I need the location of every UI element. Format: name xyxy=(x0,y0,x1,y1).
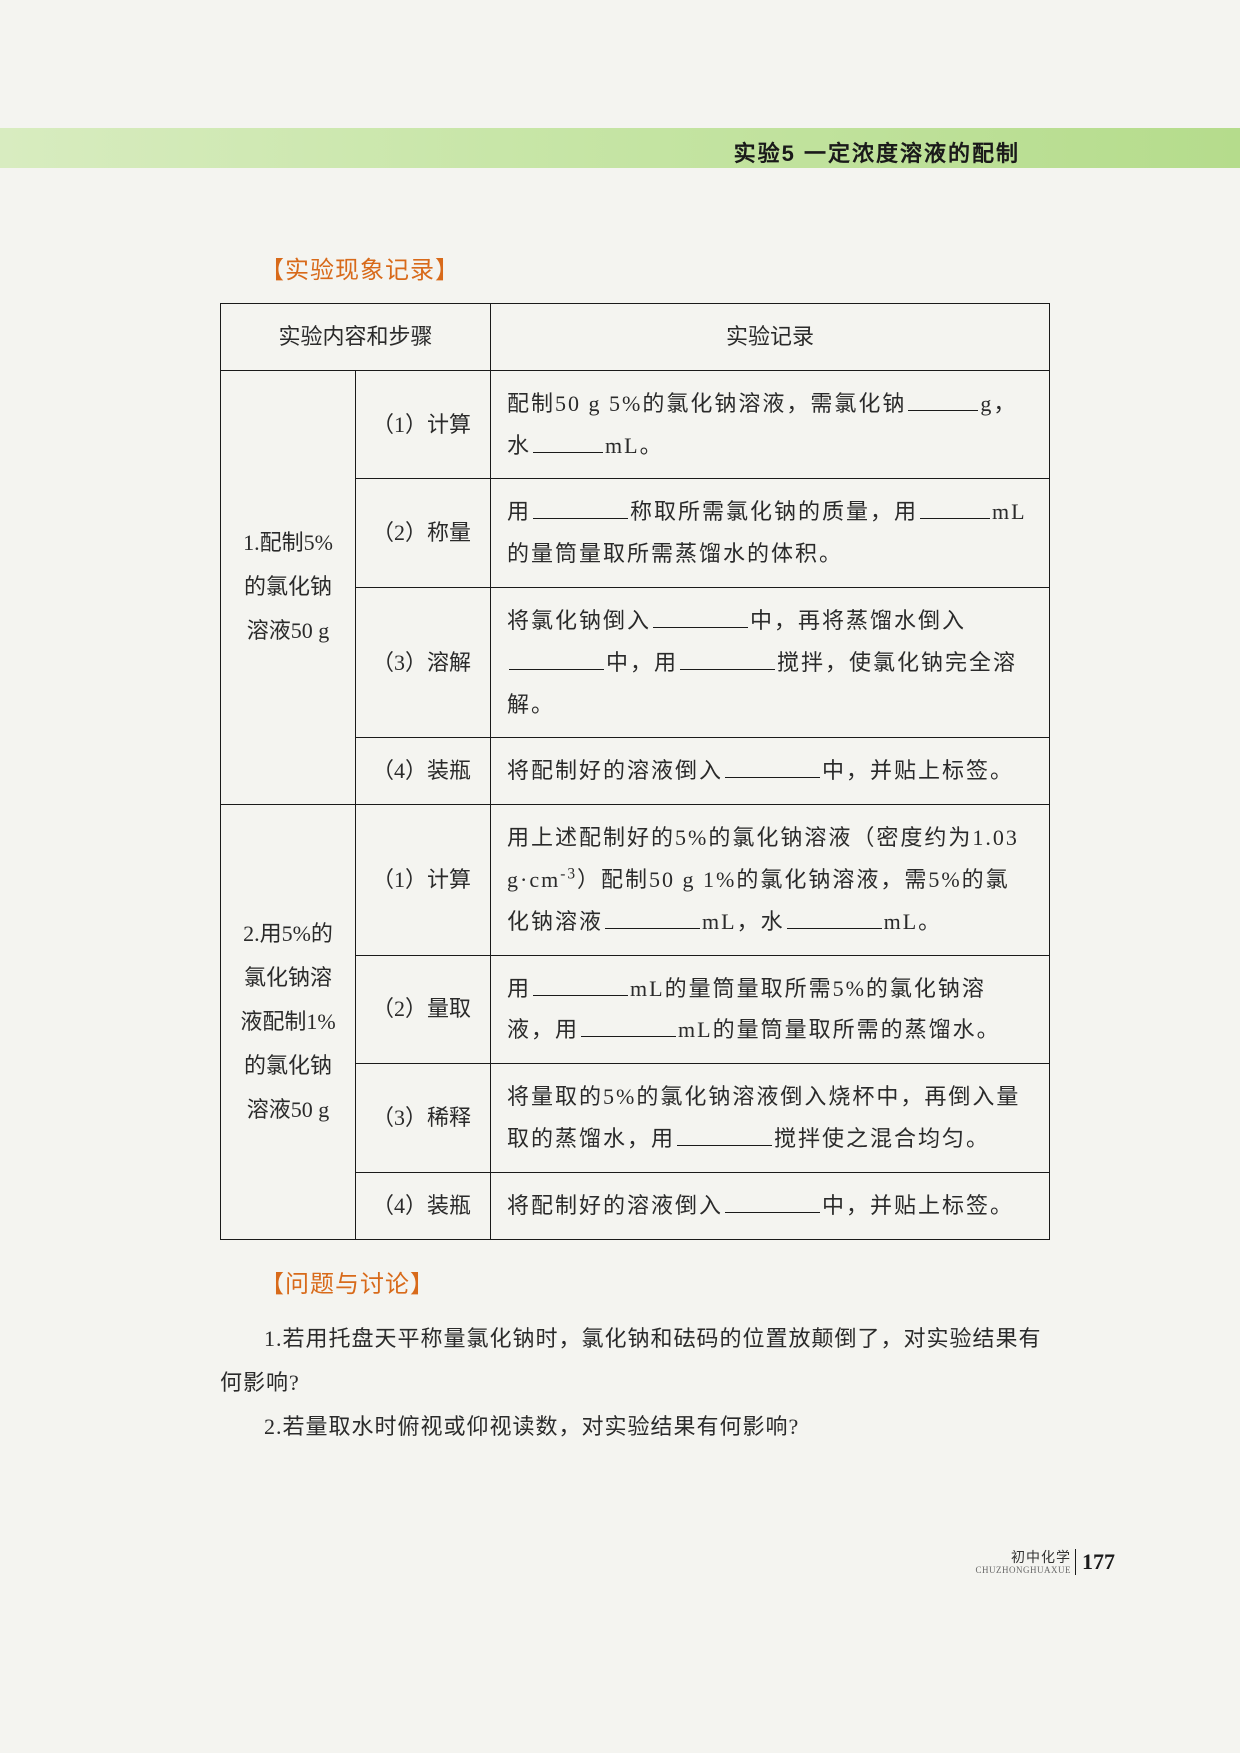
page-footer: 初中化学 CHUZHONGHUAXUE 177 xyxy=(976,1549,1116,1575)
section-heading-discuss: 【问题与讨论】 xyxy=(260,1264,1050,1299)
group1-label: 1.配制5%的氯化钠溶液50 g xyxy=(221,370,356,804)
footer-pinyin: CHUZHONGHUAXUE xyxy=(976,1566,1072,1575)
step-label: （3）溶解 xyxy=(356,587,491,737)
footer-subject: 初中化学 xyxy=(1011,1549,1071,1565)
blank-field[interactable] xyxy=(581,1013,676,1037)
step-label: （1）计算 xyxy=(356,370,491,479)
blank-field[interactable] xyxy=(787,905,882,929)
blank-field[interactable] xyxy=(533,971,628,995)
step-desc: 配制50 g 5%的氯化钠溶液，需氯化钠g，水mL。 xyxy=(491,370,1050,479)
step-desc: 用mL的量筒量取所需5%的氯化钠溶液，用mL的量筒量取所需的蒸馏水。 xyxy=(491,955,1050,1064)
blank-field[interactable] xyxy=(680,646,775,670)
step-label: （2）称量 xyxy=(356,479,491,588)
discussion-section: 【问题与讨论】 1.若用托盘天平称量氯化钠时，氯化钠和砝码的位置放颠倒了，对实验… xyxy=(220,1264,1050,1449)
step-label: （4）装瓶 xyxy=(356,1172,491,1239)
step-label: （2）量取 xyxy=(356,955,491,1064)
question-1: 1.若用托盘天平称量氯化钠时，氯化钠和砝码的位置放颠倒了，对实验结果有何影响? xyxy=(220,1317,1050,1405)
blank-field[interactable] xyxy=(908,387,978,411)
chapter-header-bar: 实验5 一定浓度溶液的配制 xyxy=(0,128,1240,168)
header-steps: 实验内容和步骤 xyxy=(221,304,491,371)
blank-field[interactable] xyxy=(725,1189,820,1213)
blank-field[interactable] xyxy=(533,495,628,519)
step-desc: 将氯化钠倒入中，再将蒸馏水倒入中，用搅拌，使氯化钠完全溶解。 xyxy=(491,587,1050,737)
step-desc: 用称取所需氯化钠的质量，用mL的量筒量取所需蒸馏水的体积。 xyxy=(491,479,1050,588)
step-desc: 将配制好的溶液倒入中，并贴上标签。 xyxy=(491,1172,1050,1239)
step-label: （1）计算 xyxy=(356,805,491,955)
blank-field[interactable] xyxy=(725,754,820,778)
step-desc: 将配制好的溶液倒入中，并贴上标签。 xyxy=(491,738,1050,805)
experiment-table: 实验内容和步骤 实验记录 1.配制5%的氯化钠溶液50 g （1）计算 配制50… xyxy=(220,303,1050,1240)
chapter-title: 实验5 一定浓度溶液的配制 xyxy=(734,136,1020,168)
blank-field[interactable] xyxy=(509,646,604,670)
blank-field[interactable] xyxy=(533,428,603,452)
step- desc: 用上述配制好的5%的氯化钠溶液（密度约为1.03 g·cm-3）配制50 g 1… xyxy=(491,805,1050,955)
table-row: 2.用5%的氯化钠溶液配制1%的氯化钠溶液50 g （1）计算 用上述配制好的5… xyxy=(221,805,1050,955)
question-2: 2.若量取水时俯视或仰视读数，对实验结果有何影响? xyxy=(220,1405,1050,1449)
header-record: 实验记录 xyxy=(491,304,1050,371)
step-desc: 将量取的5%的氯化钠溶液倒入烧杯中，再倒入量取的蒸馏水，用搅拌使之混合均匀。 xyxy=(491,1064,1050,1173)
table-header-row: 实验内容和步骤 实验记录 xyxy=(221,304,1050,371)
page-number: 177 xyxy=(1075,1549,1115,1575)
blank-field[interactable] xyxy=(653,604,748,628)
page-content: 【实验现象记录】 实验内容和步骤 实验记录 1.配制5%的氯化钠溶液50 g （… xyxy=(220,250,1050,1449)
table-row: 1.配制5%的氯化钠溶液50 g （1）计算 配制50 g 5%的氯化钠溶液，需… xyxy=(221,370,1050,479)
blank-field[interactable] xyxy=(677,1122,772,1146)
step-label: （3）稀释 xyxy=(356,1064,491,1173)
step-label: （4）装瓶 xyxy=(356,738,491,805)
section-heading-record: 【实验现象记录】 xyxy=(260,250,1050,285)
blank-field[interactable] xyxy=(920,495,990,519)
blank-field[interactable] xyxy=(605,905,700,929)
group2-label: 2.用5%的氯化钠溶液配制1%的氯化钠溶液50 g xyxy=(221,805,356,1239)
